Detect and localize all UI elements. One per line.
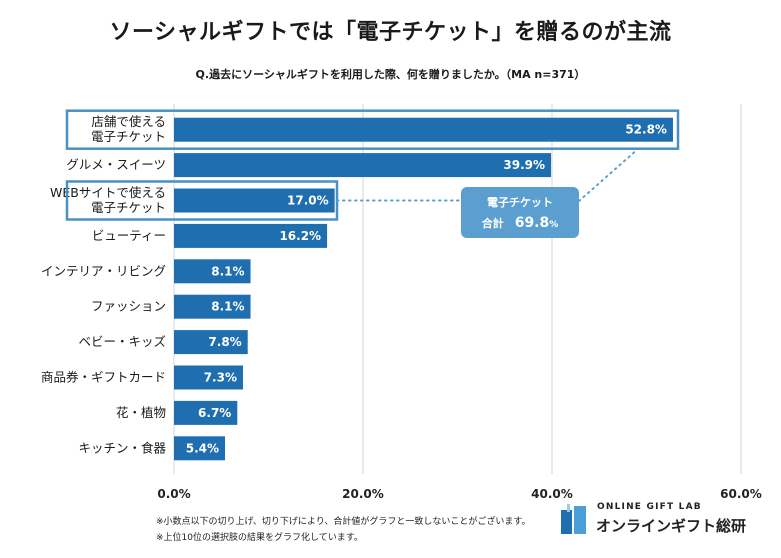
category-label: インテリア・リビング [41,263,166,278]
x-tick-label: 20.0% [342,487,384,501]
callout-title: 電子チケット [487,196,553,209]
highlight-box-store-ticket [65,109,680,150]
footnote-top10: ※上位10位の選択肢の結果をグラフ化しています。 [156,533,363,543]
footnotes: ※小数点以下の切り上げ、切り下げにより、合計値がグラフと一致しないことがございま… [156,514,530,546]
bar-value-label: 52.8% [625,123,667,137]
bar [174,223,328,248]
bar [174,400,238,425]
logo-japanese: オンラインギフト総研 [596,517,747,535]
category-label: ファッション [91,299,166,314]
category-label: 花・植物 [116,405,166,420]
bar-value-label: 6.7% [198,406,231,420]
bar [174,330,248,355]
x-tick-label: 60.0% [720,487,762,501]
connector-store [578,149,637,202]
bar [174,294,251,319]
bar-value-label: 16.2% [279,229,321,243]
category-label: グルメ・スイーツ [66,157,166,172]
bar [174,188,335,213]
bar-value-label: 39.9% [503,158,545,172]
category-label: ベビー・キッズ [78,334,166,349]
x-tick-label: 40.0% [531,487,573,501]
category-label: キッチン・食器 [78,440,166,455]
callout-total: 合計 69.8% [482,215,559,231]
category-label: ビューティー [92,228,166,243]
footnote-rounding: ※小数点以下の切り上げ、切り下げにより、合計値がグラフと一致しないことがございま… [156,517,531,527]
bar [174,153,552,178]
category-label: WEBサイトで使える電子チケット [50,185,166,215]
bar [174,365,243,390]
bar-value-label: 8.1% [211,300,244,314]
total-callout-box [461,187,579,238]
gift-box-icon [561,504,587,534]
category-label: 商品券・ギフトカード [41,370,166,385]
bar [174,117,673,142]
chart-subtitle: Q.過去にソーシャルギフトを利用した際、何を贈りましたか。（MA n=371） [195,68,586,81]
bar [174,436,226,461]
bar-value-label: 7.8% [208,335,241,349]
category-label: 店舗で使える電子チケット [91,114,166,144]
bar-value-label: 7.3% [204,371,237,385]
logo-english: ONLINE GIFT LAB [597,502,702,512]
bar-value-label: 8.1% [211,264,244,278]
bar-value-label: 17.0% [287,194,329,208]
x-tick-label: 0.0% [157,487,190,501]
bar-value-label: 5.4% [186,441,219,455]
brand-logo: ONLINE GIFT LAB オンラインギフト総研 [561,500,766,542]
bar [174,259,251,284]
chart-title: ソーシャルギフトでは「電子チケット」を贈るのが主流 [109,20,672,45]
